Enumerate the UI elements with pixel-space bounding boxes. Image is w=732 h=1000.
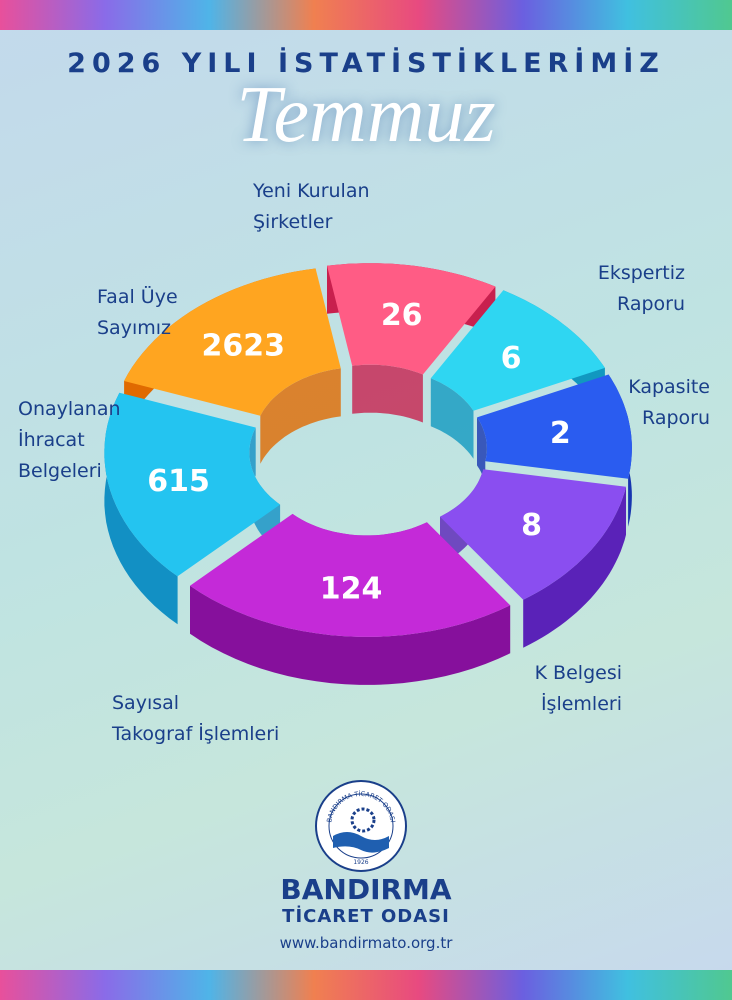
logo-year: 1926	[353, 859, 368, 866]
segment: 2623	[124, 268, 341, 464]
org-subname: TİCARET ODASI	[282, 906, 450, 927]
label-line: Onaylanan	[18, 398, 121, 420]
segment-label: Yeni Kurulan Şirketler	[253, 176, 370, 238]
segment-top	[104, 392, 281, 577]
segment-top	[440, 469, 626, 600]
segment-value: 124	[320, 571, 383, 606]
label-line: İşlemleri	[540, 693, 622, 715]
segment: 8	[440, 469, 626, 648]
bottom-strip	[0, 970, 732, 1000]
logo: BANDIRMA TİCARET ODASI 1926	[315, 780, 407, 872]
label-line: İhracat	[18, 429, 85, 451]
segment-label: Ekspertiz Raporu	[598, 258, 685, 320]
month: Temmuz	[236, 71, 496, 159]
label-line: Yeni Kurulan	[253, 180, 370, 202]
segment-top	[124, 268, 341, 416]
segment: 26	[327, 263, 496, 423]
segment-label: K Belgesi İşlemleri	[535, 658, 622, 720]
label-line: Faal Üye	[97, 286, 178, 308]
segment-value: 2	[550, 416, 571, 451]
segment-top	[327, 263, 496, 375]
top-strip	[0, 0, 732, 30]
segment: 124	[190, 513, 511, 685]
segment-value: 26	[381, 298, 423, 333]
label-line: Raporu	[617, 293, 685, 315]
segment-label: Sayısal Takograf İşlemleri	[112, 688, 279, 750]
ring-graphic: 26 2623 6 2 615 8 124	[104, 263, 632, 685]
label-line: Belgeleri	[18, 460, 102, 482]
segment-top	[190, 513, 511, 637]
org-name: BANDIRMA	[280, 873, 452, 906]
segment: 615	[104, 392, 281, 625]
segment-value: 615	[147, 464, 210, 499]
segment-value: 8	[521, 508, 542, 543]
segment: 2	[477, 374, 632, 527]
segment-side	[190, 585, 511, 685]
label-line: Ekspertiz	[597, 262, 685, 284]
segment-inner-side	[430, 378, 474, 459]
segment-side	[104, 392, 178, 625]
label-line: K Belgesi	[534, 662, 622, 684]
segment-inner-side	[477, 417, 487, 510]
segment-label: Onaylanan İhracat Belgeleri	[18, 394, 121, 487]
label-line: Sayımız	[97, 317, 171, 339]
label-line: Sayısal	[112, 692, 180, 714]
label-line: Şirketler	[253, 211, 333, 233]
segment-label: Faal Üye Sayımız	[97, 282, 178, 344]
segment-inner-side	[260, 368, 341, 464]
segment-value: 6	[501, 341, 522, 376]
segment-inner-side	[249, 427, 281, 553]
segment-inner-side	[352, 364, 423, 423]
segment-label: Kapasite Raporu	[628, 372, 710, 434]
segment-top	[430, 290, 605, 411]
label-line: Kapasite	[628, 376, 710, 398]
label-line: Raporu	[642, 407, 710, 429]
website: www.bandirmato.org.tr	[279, 934, 453, 952]
title: 2026 YILI İSTATİSTİKLERİMİZ	[67, 48, 665, 79]
label-line: Takograf İşlemleri	[112, 723, 280, 745]
segment-top	[477, 374, 632, 479]
segment-side	[523, 486, 626, 648]
segment-value: 2623	[202, 328, 286, 363]
